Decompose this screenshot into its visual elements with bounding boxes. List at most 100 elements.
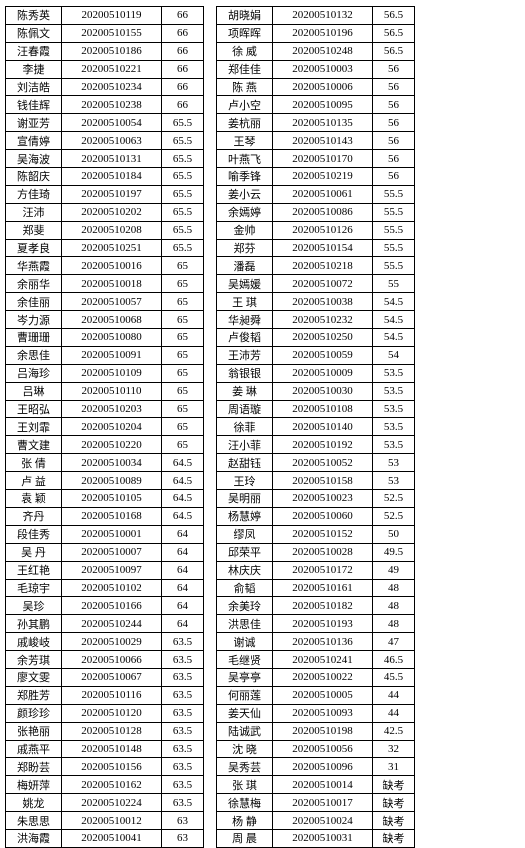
table-row: 郑胜芳2020051011663.5: [6, 686, 204, 704]
cell-id: 20200510031: [273, 829, 373, 847]
cell-score: 48: [373, 597, 415, 615]
cell-score: 56.5: [373, 24, 415, 42]
cell-name: 郑佳佳: [217, 60, 273, 78]
cell-name: 卢 益: [6, 472, 62, 490]
table-row: 戚燕平2020051014863.5: [6, 740, 204, 758]
cell-score: 56: [373, 168, 415, 186]
cell-score: 63.5: [162, 758, 204, 776]
cell-score: 缺考: [373, 829, 415, 847]
cell-id: 20200510016: [62, 257, 162, 275]
cell-name: 周 晨: [217, 829, 273, 847]
cell-name: 邱荣平: [217, 543, 273, 561]
cell-id: 20200510102: [62, 579, 162, 597]
cell-name: 吕琳: [6, 382, 62, 400]
cell-name: 梅妍萍: [6, 776, 62, 794]
table-row: 张 琪20200510014缺考: [217, 776, 415, 794]
cell-id: 20200510067: [62, 668, 162, 686]
table-row: 郑芬2020051015455.5: [217, 239, 415, 257]
cell-name: 徐菲: [217, 418, 273, 436]
table-row: 李捷2020051022166: [6, 60, 204, 78]
cell-id: 20200510161: [273, 579, 373, 597]
cell-id: 20200510052: [273, 454, 373, 472]
table-row: 姜天仙2020051009344: [217, 704, 415, 722]
table-row: 陈佩文2020051015566: [6, 24, 204, 42]
cell-id: 20200510120: [62, 704, 162, 722]
cell-score: 48: [373, 615, 415, 633]
table-row: 余丽华2020051001865: [6, 275, 204, 293]
table-row: 何丽莲2020051000544: [217, 686, 415, 704]
table-row: 吴海波2020051013165.5: [6, 150, 204, 168]
cell-id: 20200510232: [273, 311, 373, 329]
cell-score: 65: [162, 257, 204, 275]
table-row: 邱荣平2020051002849.5: [217, 543, 415, 561]
cell-id: 20200510234: [62, 78, 162, 96]
table-row: 郑斐2020051020865.5: [6, 221, 204, 239]
cell-score: 66: [162, 7, 204, 25]
table-row: 毛琼宇2020051010264: [6, 579, 204, 597]
table-row: 俞韬2020051016148: [217, 579, 415, 597]
cell-name: 徐 威: [217, 42, 273, 60]
cell-score: 53.5: [373, 418, 415, 436]
cell-name: 岑力源: [6, 311, 62, 329]
table-row: 姚龙2020051022463.5: [6, 794, 204, 812]
cell-name: 吴 丹: [6, 543, 62, 561]
cell-id: 20200510017: [273, 794, 373, 812]
cell-score: 66: [162, 78, 204, 96]
cell-id: 20200510024: [273, 812, 373, 830]
cell-name: 吴明丽: [217, 490, 273, 508]
cell-score: 66: [162, 60, 204, 78]
table-row: 朱思思2020051001263: [6, 812, 204, 830]
cell-score: 65: [162, 293, 204, 311]
cell-score: 缺考: [373, 776, 415, 794]
cell-id: 20200510108: [273, 400, 373, 418]
cell-name: 赵甜钰: [217, 454, 273, 472]
cell-score: 63.5: [162, 704, 204, 722]
table-row: 姜小云2020051006155.5: [217, 185, 415, 203]
cell-name: 缪凤: [217, 525, 273, 543]
cell-score: 54.5: [373, 329, 415, 347]
cell-id: 20200510057: [62, 293, 162, 311]
table-row: 曹珊珊2020051008065: [6, 329, 204, 347]
cell-id: 20200510105: [62, 490, 162, 508]
table-row: 王红艳2020051009764: [6, 561, 204, 579]
table-row: 王沛芳2020051005954: [217, 346, 415, 364]
cell-id: 20200510068: [62, 311, 162, 329]
cell-score: 52.5: [373, 490, 415, 508]
cell-name: 孙其鹏: [6, 615, 62, 633]
cell-id: 20200510166: [62, 597, 162, 615]
table-row: 金帅2020051012655.5: [217, 221, 415, 239]
cell-name: 卢俊韬: [217, 329, 273, 347]
cell-id: 20200510152: [273, 525, 373, 543]
table-row: 徐慧梅20200510017缺考: [217, 794, 415, 812]
cell-score: 65: [162, 436, 204, 454]
cell-name: 王红艳: [6, 561, 62, 579]
cell-name: 戚峻岐: [6, 633, 62, 651]
cell-score: 54.5: [373, 311, 415, 329]
cell-score: 53.5: [373, 382, 415, 400]
cell-name: 谢亚芳: [6, 114, 62, 132]
cell-id: 20200510154: [273, 239, 373, 257]
cell-score: 46.5: [373, 651, 415, 669]
left-table: 陈秀英2020051011966陈佩文2020051015566汪春霞20200…: [5, 6, 204, 848]
cell-score: 56: [373, 60, 415, 78]
cell-name: 姚龙: [6, 794, 62, 812]
cell-score: 缺考: [373, 812, 415, 830]
cell-name: 夏孝良: [6, 239, 62, 257]
cell-score: 65.5: [162, 239, 204, 257]
cell-id: 20200510241: [273, 651, 373, 669]
table-row: 余芳琪2020051006663.5: [6, 651, 204, 669]
cell-score: 63.5: [162, 651, 204, 669]
cell-id: 20200510034: [62, 454, 162, 472]
cell-name: 姜小云: [217, 185, 273, 203]
table-row: 杨慧婷2020051006052.5: [217, 507, 415, 525]
cell-name: 方佳琦: [6, 185, 62, 203]
table-row: 王刘霏2020051020465: [6, 418, 204, 436]
cell-score: 65.5: [162, 114, 204, 132]
cell-id: 20200510158: [273, 472, 373, 490]
cell-name: 洪思佳: [217, 615, 273, 633]
cell-id: 20200510218: [273, 257, 373, 275]
cell-id: 20200510238: [62, 96, 162, 114]
cell-score: 54.5: [373, 293, 415, 311]
cell-name: 张 倩: [6, 454, 62, 472]
table-row: 卢俊韬2020051025054.5: [217, 329, 415, 347]
